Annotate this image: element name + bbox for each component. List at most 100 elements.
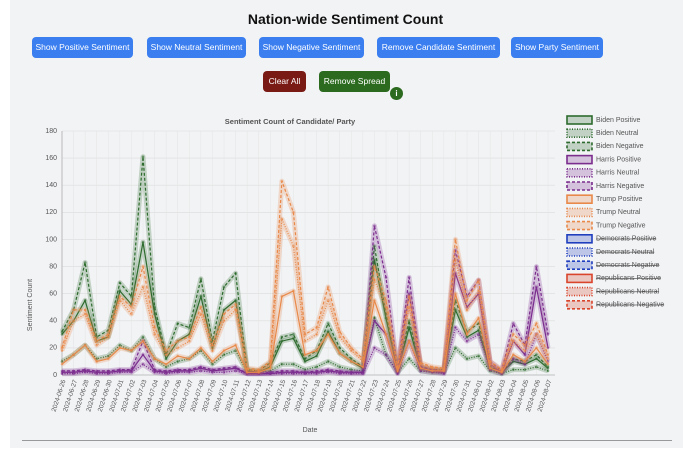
data-point (268, 370, 272, 374)
data-point (465, 308, 469, 312)
data-point (442, 366, 446, 370)
legend-label[interactable]: Biden Neutral (596, 130, 639, 137)
data-point (315, 333, 318, 336)
legend-label[interactable]: Harris Positive (596, 156, 641, 163)
data-point (384, 299, 388, 302)
data-point (95, 343, 99, 347)
data-point (292, 369, 295, 373)
data-point (326, 330, 330, 333)
data-point (280, 372, 284, 375)
data-point (326, 285, 330, 289)
legend-label[interactable]: Biden Positive (596, 117, 640, 124)
data-point (546, 357, 550, 361)
data-point (164, 365, 168, 369)
data-point (280, 335, 284, 339)
legend-label[interactable]: Republicans Neutral (596, 288, 659, 295)
data-point (292, 372, 295, 375)
data-point (303, 357, 307, 361)
data-point (83, 299, 87, 302)
clear-button[interactable]: Clear All (263, 71, 306, 92)
data-point (315, 372, 318, 375)
legend-label[interactable]: Trump Positive (596, 196, 643, 203)
legend-label[interactable]: Democrats Positive (596, 236, 656, 243)
data-point (95, 360, 99, 363)
legend-label[interactable]: Harris Neutral (596, 170, 640, 177)
button[interactable]: Show Negative Sentiment (259, 37, 364, 58)
data-point (280, 295, 284, 298)
data-point (454, 272, 457, 275)
data-point (511, 333, 515, 336)
data-point (83, 343, 87, 347)
data-point (222, 349, 226, 352)
data-point (326, 299, 330, 302)
data-point (349, 349, 353, 352)
data-point (373, 224, 376, 228)
data-point (83, 312, 87, 316)
data-point (72, 308, 75, 312)
data-point (83, 308, 87, 312)
button[interactable]: Remove Candidate Sentiment (377, 37, 500, 58)
data-point (72, 353, 75, 356)
data-point (546, 346, 550, 350)
data-point (211, 370, 214, 374)
data-point (523, 349, 527, 352)
legend-label[interactable]: Trump Neutral (596, 209, 641, 216)
data-point (141, 339, 145, 343)
legend-swatch (566, 141, 593, 152)
y-tick-label: 140 (45, 182, 57, 189)
info-icon[interactable]: i (390, 87, 403, 100)
data-point (315, 365, 318, 369)
data-point (326, 360, 330, 363)
spread-button[interactable]: Remove Spread (319, 71, 390, 92)
data-point (118, 281, 122, 285)
data-point (535, 365, 538, 369)
legend-swatch (566, 220, 593, 231)
data-point (454, 258, 457, 262)
data-point (338, 346, 342, 350)
data-point (199, 277, 203, 281)
data-point (153, 368, 156, 371)
button[interactable]: Show Neutral Sentiment (147, 37, 246, 58)
data-point (292, 333, 295, 336)
data-point (535, 346, 538, 350)
data-point (280, 179, 284, 183)
data-point (118, 289, 122, 293)
data-point (442, 372, 446, 375)
data-point (211, 360, 214, 363)
data-point (465, 333, 469, 336)
data-point (349, 357, 353, 361)
data-point (535, 285, 538, 289)
data-point (523, 362, 527, 366)
data-point (118, 295, 122, 298)
data-point (523, 368, 527, 371)
data-point (488, 362, 492, 366)
legend-label[interactable]: Republicans Positive (596, 275, 661, 282)
data-point (211, 368, 214, 371)
data-point (477, 354, 480, 358)
data-point (477, 289, 480, 293)
data-point (407, 319, 411, 323)
data-point (292, 337, 295, 340)
data-point (222, 285, 226, 289)
legend-label[interactable]: Democrats Neutral (596, 249, 655, 256)
data-point (130, 368, 133, 371)
data-point (234, 303, 237, 306)
legend-label[interactable]: Harris Negative (596, 183, 644, 190)
data-point (303, 360, 307, 363)
legend-swatch (566, 260, 593, 270)
y-tick-label: 20 (49, 345, 57, 352)
data-point (373, 319, 376, 323)
legend-label[interactable]: Republicans Negative (596, 302, 664, 309)
data-point (164, 362, 168, 366)
data-point (234, 272, 237, 275)
data-point (153, 357, 156, 361)
data-point (199, 295, 203, 298)
y-tick-label: 160 (45, 155, 57, 162)
data-point (60, 362, 64, 366)
legend-label[interactable]: Trump Negative (596, 222, 646, 229)
legend-label[interactable]: Biden Negative (596, 143, 644, 150)
legend-label[interactable]: Democrats Negative (596, 262, 660, 269)
data-point (338, 365, 342, 369)
button[interactable]: Show Positive Sentiment (32, 37, 133, 58)
button[interactable]: Show Party Sentiment (511, 37, 603, 58)
